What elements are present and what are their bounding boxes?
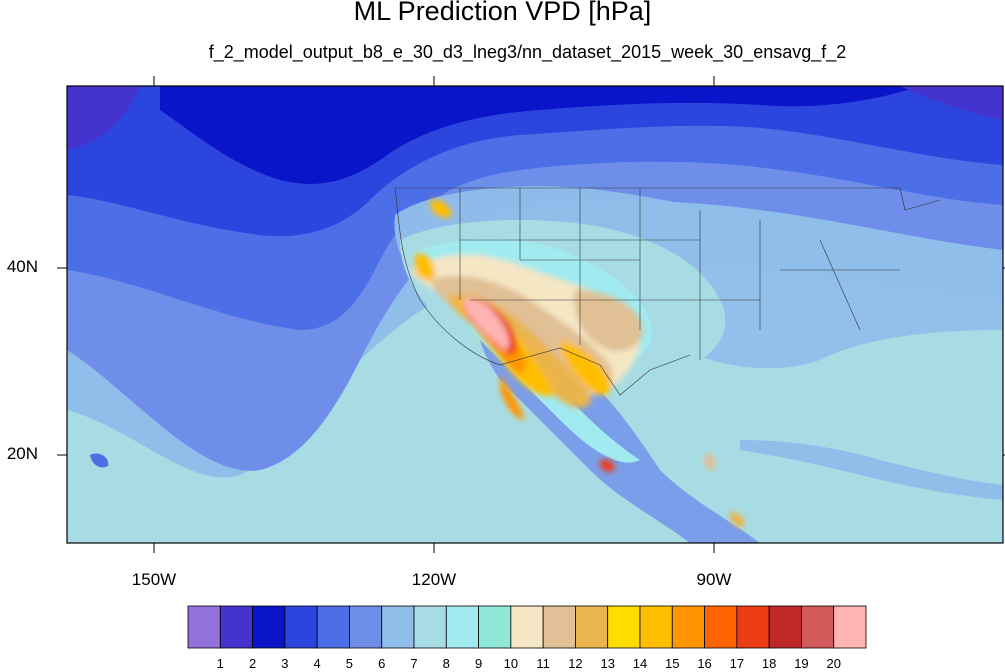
map-frame <box>66 85 1004 544</box>
colorbar-label: 9 <box>474 656 483 671</box>
colorbar-swatch <box>381 605 415 649</box>
colorbar-label: 15 <box>665 656 680 671</box>
colorbar-swatch <box>542 605 576 649</box>
map-subtitle: f_2_model_output_b8_e_30_d3_lneg3/nn_dat… <box>208 42 847 62</box>
colorbar-swatch <box>575 605 609 649</box>
colorbar-label: 12 <box>568 656 583 671</box>
colorbar-label: 18 <box>761 656 777 671</box>
colorbar-swatch <box>768 605 802 649</box>
colorbar-swatch <box>510 605 544 649</box>
colorbar-label: 7 <box>410 656 418 671</box>
colorbar-label: 1 <box>216 656 224 671</box>
colorbar-swatch <box>316 605 350 649</box>
colorbar-swatch <box>801 605 835 649</box>
colorbar-swatch <box>349 605 383 649</box>
colorbar-label: 8 <box>442 656 450 671</box>
colorbar-swatch <box>704 605 738 649</box>
boundaries <box>394 187 941 396</box>
colorbar-swatch <box>445 605 479 649</box>
colorbar <box>187 605 867 649</box>
lon-label-90w: 90W <box>696 570 732 589</box>
colorbar-label: 3 <box>281 656 289 671</box>
colorbar-swatch <box>833 605 867 649</box>
colorbar-label: 19 <box>794 656 809 671</box>
colorbar-label: 5 <box>345 656 354 671</box>
map-title: ML Prediction VPD [hPa] <box>353 0 652 26</box>
lon-label-150w: 150W <box>131 570 177 589</box>
lat-label-20n: 20N <box>6 444 38 463</box>
colorbar-swatch <box>607 605 641 649</box>
vpd-field <box>67 86 1003 543</box>
colorbar-swatch <box>252 605 286 649</box>
colorbar-label: 6 <box>378 656 386 671</box>
colorbar-swatch <box>219 605 253 649</box>
colorbar-label: 16 <box>697 656 712 671</box>
colorbar-swatch <box>413 605 447 649</box>
lon-label-120w: 120W <box>411 570 457 589</box>
colorbar-label: 17 <box>729 656 745 671</box>
colorbar-label: 14 <box>632 656 648 671</box>
colorbar-swatch <box>284 605 318 649</box>
colorbar-swatch <box>187 605 221 649</box>
colorbar-swatch <box>639 605 673 649</box>
colorbar-label: 11 <box>536 656 550 671</box>
colorbar-swatch <box>736 605 770 649</box>
colorbar-label: 13 <box>600 656 615 671</box>
colorbar-label: 20 <box>826 656 841 671</box>
colorbar-label: 4 <box>313 656 321 671</box>
colorbar-label: 2 <box>248 656 257 671</box>
colorbar-label: 10 <box>503 656 519 671</box>
lat-label-40n: 40N <box>6 257 38 276</box>
colorbar-swatch <box>671 605 705 649</box>
colorbar-swatch <box>478 605 512 649</box>
